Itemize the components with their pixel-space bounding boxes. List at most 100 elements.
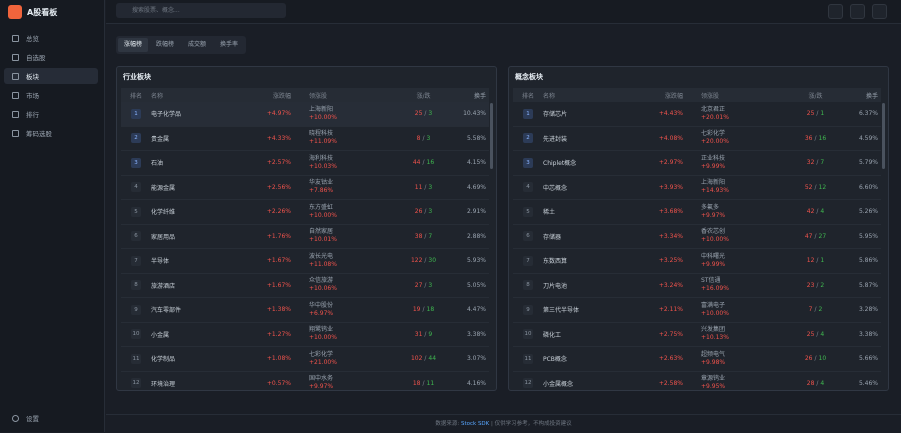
nav-item[interactable]: 总览 xyxy=(4,30,98,46)
leader-name: 兴发集团 xyxy=(701,326,726,334)
leader-name: 富满电子 xyxy=(701,301,726,309)
nav-label[interactable]: 筹码选股 xyxy=(26,130,52,138)
table-row[interactable]: 5 化学纤维 +2.26% 东方盛虹 +10.00% 26/3 2.91% xyxy=(121,200,489,225)
column-header: 排名 xyxy=(521,92,534,100)
nav-label[interactable]: 市场 xyxy=(26,92,39,100)
table-row[interactable]: 8 刀片电池 +3.24% ST信通 +16.09% 23/2 5.87% xyxy=(513,274,881,298)
change: +2.75% xyxy=(658,330,683,338)
nav-item[interactable]: 自选股 xyxy=(4,49,98,65)
up-down: 19/18 xyxy=(401,306,446,313)
tab[interactable]: 涨幅榜 xyxy=(118,38,149,52)
separator: / xyxy=(816,379,819,387)
rank: 1 xyxy=(523,108,533,119)
theme-button[interactable] xyxy=(828,4,843,19)
rank: 4 xyxy=(131,182,141,193)
panel: 行业板块 排名 名称 涨跌幅 领涨股 涨/跌 换手 1 电子化学品 +4.97% 上海新阳 +10.0… xyxy=(116,66,497,391)
turnover: 3.07% xyxy=(466,355,486,363)
down-count: 12 xyxy=(818,183,827,191)
nav-icon xyxy=(12,34,19,42)
scrollbar[interactable] xyxy=(490,103,493,169)
up-count: 31 xyxy=(414,330,423,338)
rank: 9 xyxy=(523,304,533,315)
nav-item[interactable]: 排行 xyxy=(4,106,98,122)
sector-name: 汽车零部件 xyxy=(151,307,182,315)
table-row[interactable]: 10 磷化工 +2.75% 兴发集团 +10.13% 25/4 3.38% xyxy=(513,323,881,347)
change: +1.67% xyxy=(266,281,291,289)
leader: 翔鹭钨业 +10.00% xyxy=(309,326,401,342)
tab[interactable]: 跌幅榜 xyxy=(156,41,175,48)
table-row[interactable]: 4 中芯概念 +3.93% 上海新阳 +14.93% 52/12 6.60% xyxy=(513,176,881,200)
logo: A股看板 xyxy=(8,5,57,19)
data-button[interactable] xyxy=(850,4,865,19)
up-down: 23/2 xyxy=(793,282,838,289)
leader-name: 正业科技 xyxy=(701,154,726,162)
separator: / xyxy=(816,330,819,338)
nav-label[interactable]: 排行 xyxy=(26,111,39,119)
rank: 11 xyxy=(131,353,141,364)
nav-item[interactable]: 筹码选股 xyxy=(4,125,98,141)
nav-label[interactable]: 自选股 xyxy=(26,54,46,62)
nav-label[interactable]: 板块 xyxy=(26,73,39,81)
up-down: 44/16 xyxy=(401,159,446,166)
app-title: A股看板 xyxy=(27,7,58,17)
change: +3.93% xyxy=(658,183,683,191)
table-row[interactable]: 6 存储器 +3.34% 香农芯创 +10.00% 47/27 5.95% xyxy=(513,225,881,249)
scrollbar[interactable] xyxy=(882,103,885,169)
github-button[interactable] xyxy=(872,4,887,19)
rank: 12 xyxy=(523,378,533,389)
leader-change: +14.93% xyxy=(701,187,729,195)
table-row[interactable]: 8 旅游酒店 +1.67% 众信旅游 +10.06% 27/3 5.05% xyxy=(121,274,489,298)
turnover: 6.37% xyxy=(858,110,878,118)
table-row[interactable]: 7 半导体 +1.67% 波长光电 +11.08% 122/30 5.93% xyxy=(121,249,489,274)
rank: 7 xyxy=(131,255,141,266)
logo-icon xyxy=(8,5,22,19)
footer-source[interactable]: Stock SDK xyxy=(460,421,490,427)
table-row[interactable]: 9 汽车零部件 +1.38% 华中股份 +6.97% 19/18 4.47% xyxy=(121,298,489,323)
table-row[interactable]: 3 石油 +2.57% 海利科技 +10.03% 44/16 4.15% xyxy=(121,151,489,176)
table-row[interactable]: 10 小金属 +1.27% 翔鹭钨业 +10.00% 31/9 3.38% xyxy=(121,323,489,347)
up-count: 36 xyxy=(804,134,813,142)
leader-change: +9.97% xyxy=(309,383,334,391)
leader: 东方盛虹 +10.00% xyxy=(309,204,401,220)
separator: / xyxy=(814,232,817,240)
leader: 北京君正 +20.01% xyxy=(701,106,793,122)
table-row[interactable]: 3 Chiplet概念 +2.97% 正业科技 +9.99% 32/7 5.79% xyxy=(513,151,881,176)
table-row[interactable]: 1 电子化学品 +4.97% 上海新阳 +10.00% 25/3 10.43% xyxy=(121,102,489,127)
table-row[interactable]: 7 东数西算 +3.25% 中科曙光 +9.99% 12/1 5.86% xyxy=(513,249,881,274)
down-count: 1 xyxy=(820,110,825,118)
table-row[interactable]: 5 稀土 +3.68% 多氟多 +9.97% 42/4 5.26% xyxy=(513,200,881,225)
separator: / xyxy=(424,281,427,289)
settings[interactable]: 设置 xyxy=(12,413,39,423)
sector-name: 贵金属 xyxy=(151,135,170,143)
change: +3.25% xyxy=(658,257,683,265)
nav-label[interactable]: 总览 xyxy=(26,35,39,43)
up-down: 18/11 xyxy=(401,380,446,387)
up-count: 47 xyxy=(804,232,813,240)
tab[interactable]: 换手率 xyxy=(220,41,239,48)
down-count: 3 xyxy=(428,208,433,216)
table-row[interactable]: 12 环境治理 +0.57% 国中水务 +9.97% 18/11 4.16% xyxy=(121,372,489,391)
table-row[interactable]: 11 PCB概念 +2.63% 超频电气 +9.98% 26/10 5.66% xyxy=(513,347,881,372)
turnover: 5.79% xyxy=(858,159,878,167)
change: +3.24% xyxy=(658,281,683,289)
table-row[interactable]: 9 第三代半导体 +2.11% 富满电子 +10.00% 7/2 3.28% xyxy=(513,298,881,323)
down-count: 7 xyxy=(820,159,825,167)
table-row[interactable]: 2 贵金属 +4.33% 晓程科技 +11.09% 8/3 5.58% xyxy=(121,127,489,151)
sector-name: 化学纤维 xyxy=(151,209,176,217)
table-row[interactable]: 6 家居用品 +1.76% 自然家居 +10.01% 38/7 2.88% xyxy=(121,225,489,249)
turnover: 4.16% xyxy=(466,379,486,387)
table-row[interactable]: 4 能源金属 +2.56% 华友钴业 +7.86% 11/3 4.69% xyxy=(121,176,489,200)
settings-label[interactable]: 设置 xyxy=(26,415,39,423)
leader-change: +16.09% xyxy=(701,285,729,293)
tab[interactable]: 成交额 xyxy=(188,41,207,48)
leader-name: 东方盛虹 xyxy=(309,203,334,211)
table-row[interactable]: 11 化学制品 +1.08% 七彩化学 +21.00% 102/44 3.07% xyxy=(121,347,489,372)
table-header: 排名 名称 涨跌幅 领涨股 涨/跌 换手 xyxy=(121,88,489,102)
table-row[interactable]: 12 小金属概念 +2.58% 章源钨业 +9.95% 28/4 5.46% xyxy=(513,372,881,390)
table-row[interactable]: 1 存储芯片 +4.43% 北京君正 +20.01% 25/1 6.37% xyxy=(513,102,881,127)
nav-item[interactable]: 板块 xyxy=(4,68,98,84)
table-row[interactable]: 2 先进封装 +4.08% 七彩化学 +20.00% 36/16 4.59% xyxy=(513,127,881,151)
nav-item[interactable]: 市场 xyxy=(4,87,98,103)
search-box[interactable]: 搜索股票、概念... xyxy=(116,3,286,18)
